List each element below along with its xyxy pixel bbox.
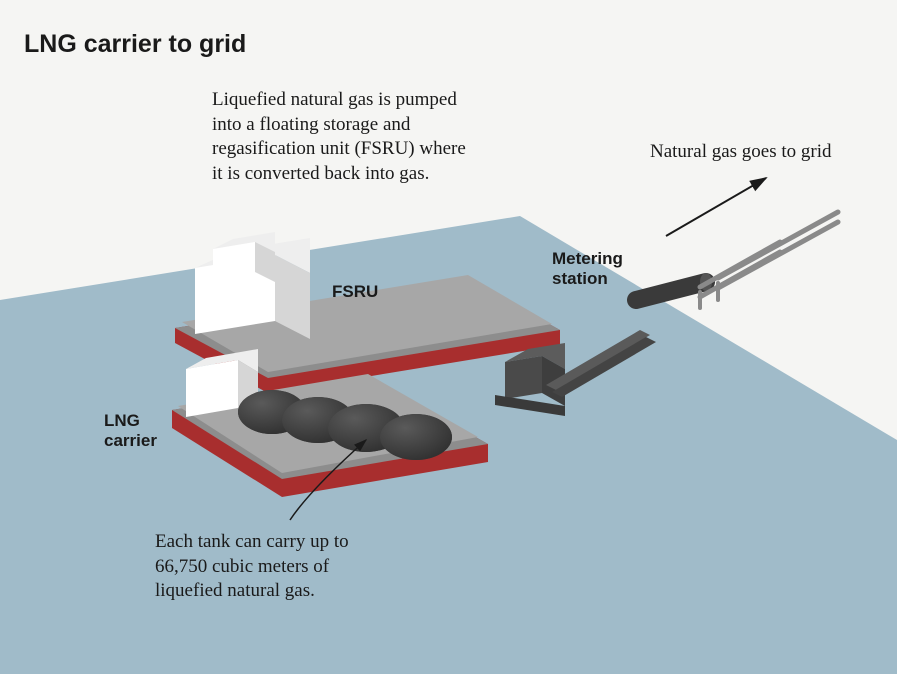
lng-carrier-label: LNG carrier [104,411,184,452]
grid-pipes [700,212,838,308]
grid-arrow [666,178,766,236]
metering-station-label: Metering station [552,249,632,290]
process-description: Liquefied natural gas is pumped into a f… [212,88,472,187]
page-title: LNG carrier to grid [24,30,246,59]
tank-description: Each tank can carry up to 66,750 cubic m… [155,530,385,604]
grid-description: Natural gas goes to grid [650,140,850,165]
fsru-label: FSRU [332,282,378,302]
